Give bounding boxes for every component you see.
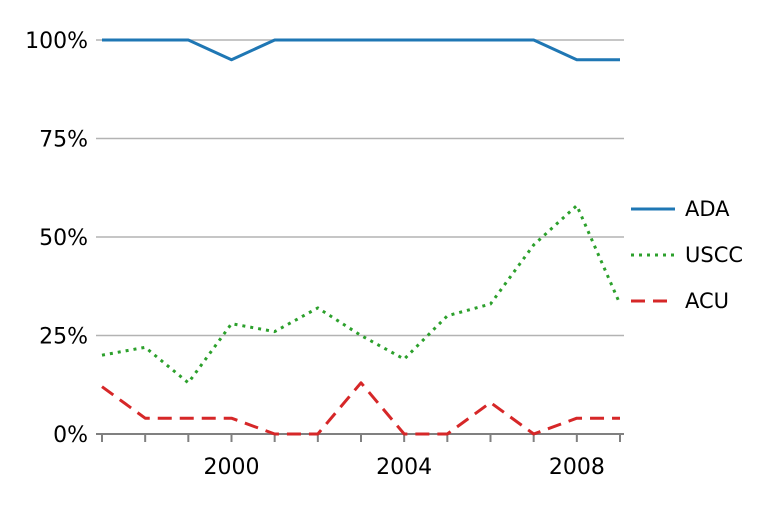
legend-label-acu: ACU	[685, 289, 730, 313]
x-tick-label: 2004	[376, 455, 432, 480]
uscc-legend-line-sample	[631, 253, 675, 257]
uscc-line	[101, 204, 622, 385]
legend-label-ada: ADA	[685, 197, 730, 221]
acu-line	[101, 381, 620, 436]
acu-legend-line-sample	[631, 299, 675, 303]
legend-item-acu: ACU	[630, 278, 743, 324]
x-tick-label: 2000	[204, 455, 260, 480]
y-tick-label: 75%	[39, 128, 88, 153]
legend-label-uscc: USCC	[685, 243, 744, 267]
legend-item-uscc: USCC	[630, 232, 743, 278]
x-tick-label: 2008	[549, 455, 605, 480]
y-tick-label: 25%	[39, 325, 88, 350]
y-tick-label: 50%	[39, 226, 88, 251]
y-tick-label: 0%	[53, 423, 88, 448]
legend-item-ada: ADA	[630, 186, 743, 232]
ada-legend-line-sample	[631, 207, 675, 211]
ada-line	[102, 38, 620, 62]
legend: ADA USCC ACU	[630, 186, 743, 324]
y-tick-label: 100%	[25, 29, 88, 54]
